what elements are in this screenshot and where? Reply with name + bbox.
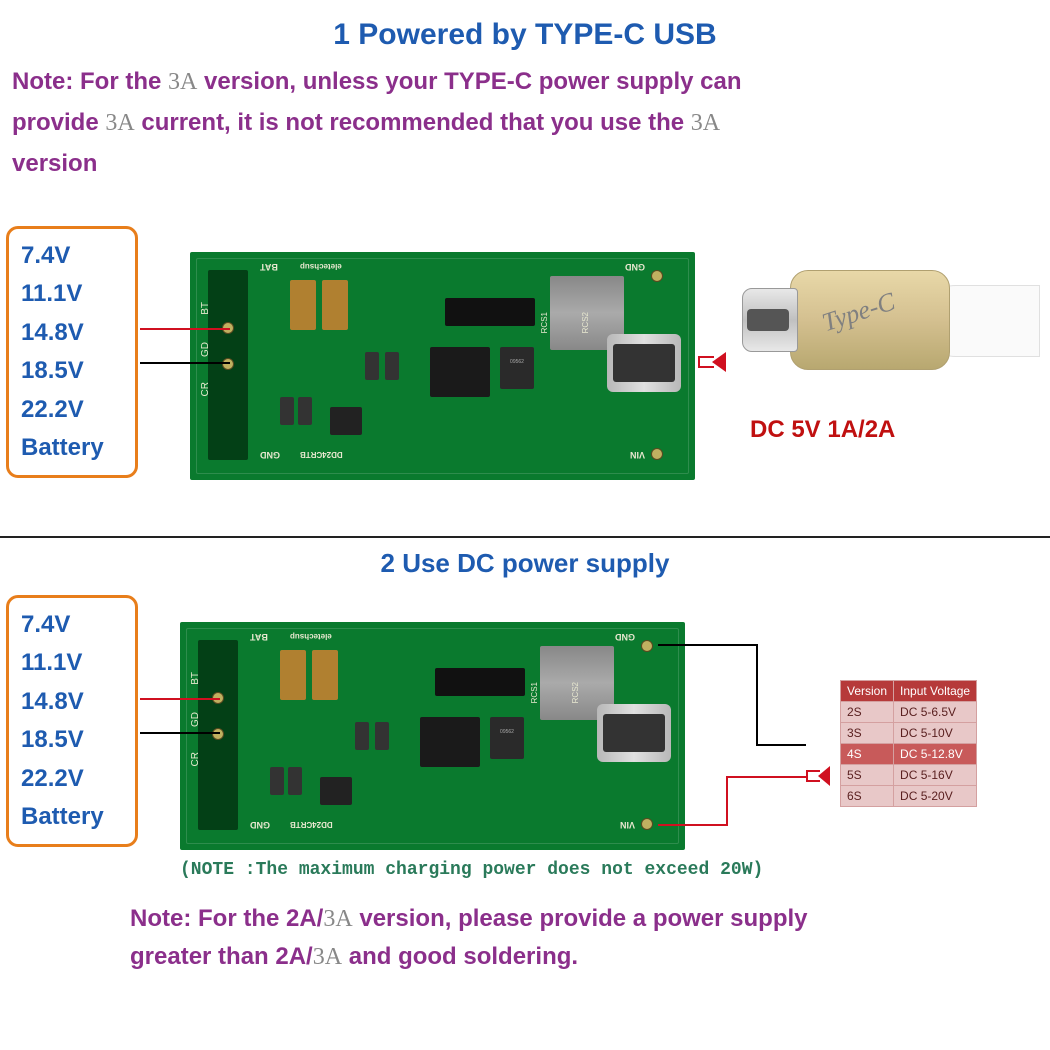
voltage-item: 7.4V: [21, 237, 123, 275]
voltage-item: 22.2V: [21, 760, 123, 798]
pcb-resistor: [365, 352, 379, 380]
wire-black: [756, 644, 758, 744]
note-text: Note: For the: [12, 68, 168, 95]
note-3a: 3A: [105, 110, 134, 136]
pcb-label: GND: [615, 632, 635, 642]
pcb-diode: [445, 298, 535, 326]
voltage-box-2: 7.4V 11.1V 14.8V 18.5V 22.2V Battery: [6, 595, 138, 847]
pcb-hole-vin: [641, 818, 653, 830]
table-row: 3S DC 5-10V: [841, 723, 977, 744]
pcb-resistor: [385, 352, 399, 380]
wire-black: [756, 744, 806, 746]
pcb-label: eletechsup: [290, 632, 332, 641]
pcb-label: DD24CRTB: [290, 820, 333, 829]
wire-black: [140, 732, 220, 734]
note-text: greater than 2A/: [130, 943, 313, 970]
note-3a: 3A: [168, 69, 197, 95]
wire-red: [658, 824, 728, 826]
voltage-item: Battery: [21, 798, 123, 836]
section1-title: 1 Powered by TYPE-C USB: [0, 18, 1050, 52]
section-divider: [0, 536, 1050, 538]
wire-red: [726, 776, 806, 778]
usbc-connector: Type-C: [740, 230, 1040, 410]
pcb-label: BAT: [260, 262, 278, 272]
section1-note: Note: For the 3A version, unless your TY…: [12, 62, 1012, 184]
pcb-hole-top-gnd: [651, 270, 663, 282]
pcb-cap: [290, 280, 316, 330]
pcb-chip: [430, 347, 490, 397]
voltage-item: 14.8V: [21, 314, 123, 352]
pcb-board-1: BAT eletechsup GND VIN GND DD24CRTB BT G…: [190, 252, 695, 480]
pcb-resistor: [280, 397, 294, 425]
pcb-label: eletechsup: [300, 262, 342, 271]
pcb-usbc: [607, 334, 681, 392]
pcb-hole-gnd: [222, 358, 234, 370]
table-row: 6S DC 5-20V: [841, 786, 977, 807]
table-row: 2S DC 5-6.5V: [841, 702, 977, 723]
voltage-item: Battery: [21, 429, 123, 467]
table-row: 5S DC 5-16V: [841, 765, 977, 786]
table-row: 4S DC 5-12.8V: [841, 744, 977, 765]
pcb-hole-top-gnd: [641, 640, 653, 652]
table-header: Version: [841, 681, 894, 702]
note-text: current, it is not recommended that you …: [135, 109, 691, 136]
voltage-box-1: 7.4V 11.1V 14.8V 18.5V 22.2V Battery: [6, 226, 138, 478]
wire-red: [140, 328, 230, 330]
pcb-cap: [322, 280, 348, 330]
pcb-label: GND: [260, 450, 280, 460]
pcb-label: DD24CRTB: [300, 450, 343, 459]
voltage-item: 18.5V: [21, 721, 123, 759]
pcb-board-2: BAT eletechsup GND VIN GND DD24CRTB BT G…: [180, 622, 685, 850]
wire-red: [140, 698, 220, 700]
voltage-item: 22.2V: [21, 391, 123, 429]
note-text: version: [12, 150, 97, 177]
note-3a: 3A: [691, 110, 720, 136]
section2-note: Note: For the 2A/3A version, please prov…: [130, 900, 1010, 976]
voltage-table: Version Input Voltage 2S DC 5-6.5V 3S DC…: [840, 680, 977, 807]
pcb-hole-gnd: [212, 728, 224, 740]
voltage-item: 11.1V: [21, 644, 123, 682]
note-text: Note: For the 2A/: [130, 905, 323, 932]
voltage-item: 11.1V: [21, 275, 123, 313]
pcb-sot: [330, 407, 362, 435]
dc-label: DC 5V 1A/2A: [750, 416, 895, 444]
section2-title: 2 Use DC power supply: [0, 548, 1050, 579]
note-text: version, unless your TYPE-C power supply…: [197, 68, 741, 95]
voltage-item: 7.4V: [21, 606, 123, 644]
note-green: (NOTE :The maximum charging power does n…: [180, 860, 763, 880]
pcb-resistor: [298, 397, 312, 425]
note-text: provide: [12, 109, 105, 136]
note-3a: 3A: [323, 906, 352, 932]
pcb-label: GND: [625, 262, 645, 272]
table-header: Input Voltage: [894, 681, 977, 702]
pcb-label: BAT: [250, 632, 268, 642]
pcb-label: VIN: [630, 450, 645, 460]
wire-black: [658, 644, 758, 646]
pcb-label: VIN: [620, 820, 635, 830]
voltage-item: 18.5V: [21, 352, 123, 390]
voltage-item: 14.8V: [21, 683, 123, 721]
note-3a: 3A: [313, 944, 342, 970]
note-text: version, please provide a power supply: [353, 905, 808, 932]
note-text: and good soldering.: [342, 943, 578, 970]
pcb-label: GND: [250, 820, 270, 830]
wire-black: [140, 362, 230, 364]
pcb-chip: 09562: [500, 347, 534, 389]
pcb-hole-vin: [651, 448, 663, 460]
wire-red: [726, 776, 728, 826]
